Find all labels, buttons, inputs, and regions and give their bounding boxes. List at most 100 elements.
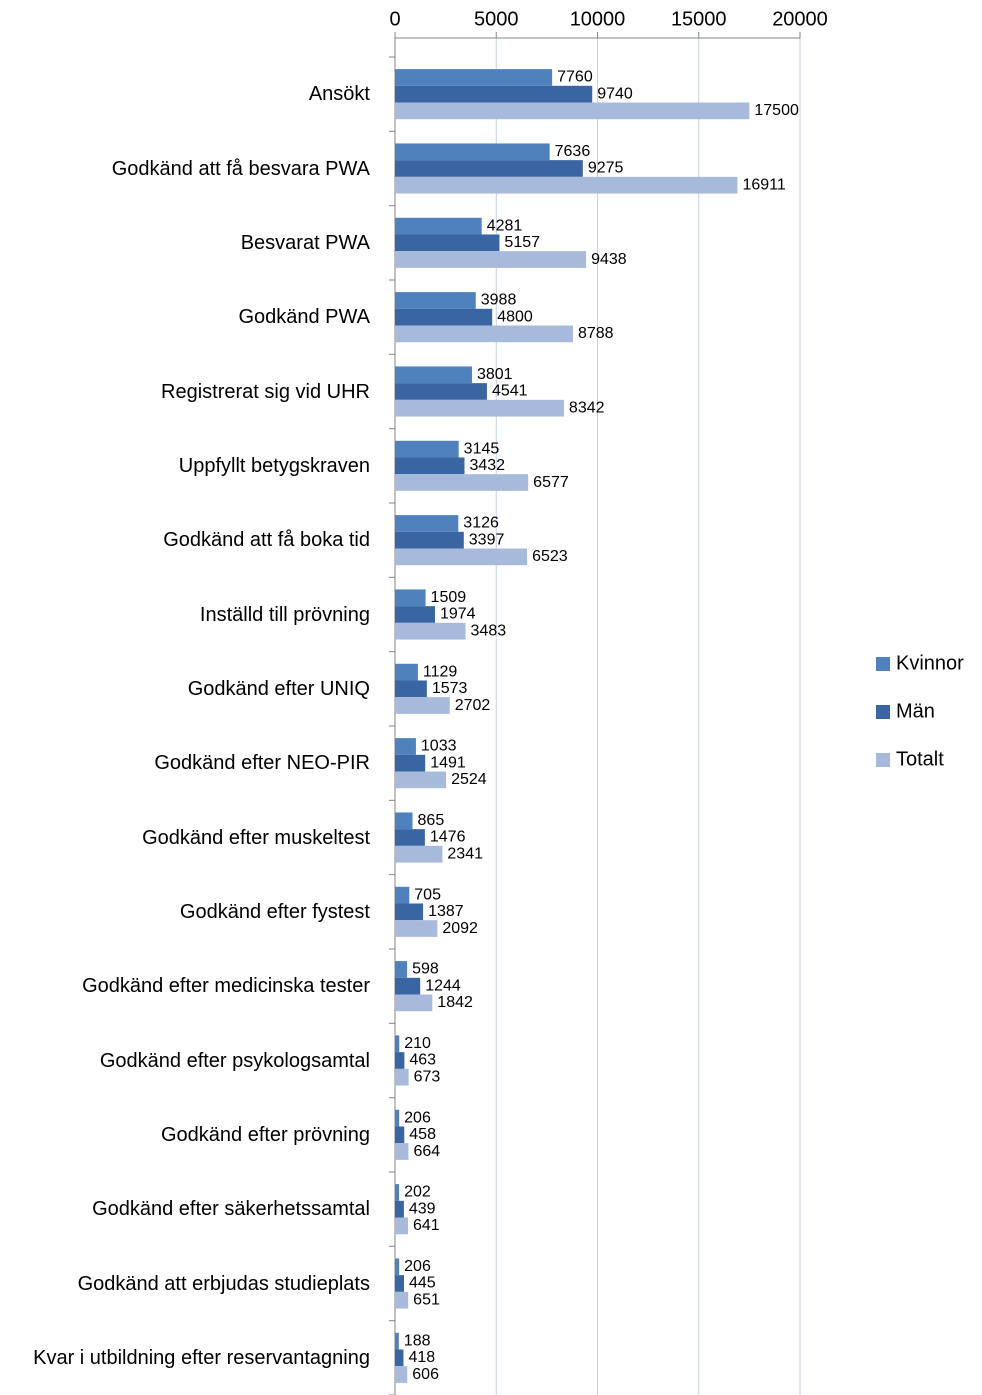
bar <box>395 697 450 714</box>
category-text: Godkänd efter fystest <box>179 900 370 923</box>
value-label: 2092 <box>442 920 478 937</box>
bar <box>395 903 424 921</box>
bar <box>395 1366 408 1383</box>
value-label: 458 <box>409 1126 436 1143</box>
value-label: 206 <box>404 1109 431 1126</box>
bar <box>395 920 438 937</box>
category-label: Registrerat sig vid UHR <box>0 379 370 405</box>
category-text: Godkänd efter psykologsamtal <box>99 1049 370 1072</box>
value-label: 606 <box>412 1366 439 1383</box>
bar <box>395 102 750 120</box>
category-label: Godkänd PWA <box>0 304 370 330</box>
bar <box>395 69 553 86</box>
bar <box>395 1217 408 1235</box>
value-label: 865 <box>418 812 445 829</box>
value-label: 445 <box>409 1275 436 1292</box>
bar <box>395 399 564 417</box>
bar <box>395 961 408 978</box>
bar <box>395 606 435 623</box>
value-label: 418 <box>408 1349 435 1366</box>
value-label: 3397 <box>469 531 505 548</box>
value-label: 9438 <box>591 251 627 268</box>
bar <box>395 771 447 789</box>
value-label: 651 <box>413 1291 440 1308</box>
value-label: 16911 <box>742 176 785 193</box>
value-label: 1509 <box>431 589 467 606</box>
category-label: Besvarat PWA <box>0 230 370 256</box>
bar <box>395 1349 404 1367</box>
category-label: Godkänd att få boka tid <box>0 527 370 553</box>
value-label: 1129 <box>423 663 458 680</box>
bar <box>395 143 550 161</box>
category-text: Godkänd efter NEO-PIR <box>154 752 370 775</box>
value-label: 1491 <box>430 754 466 771</box>
legend-swatch <box>876 753 890 767</box>
value-label: 7760 <box>557 69 593 86</box>
category-text: Godkänd efter medicinska tester <box>82 975 370 998</box>
category-text: Godkänd att få boka tid <box>163 529 370 552</box>
category-label: Godkänd efter muskeltest <box>0 825 370 851</box>
bar <box>395 234 500 252</box>
legend-swatch <box>876 657 890 671</box>
bar <box>395 160 583 177</box>
category-text: Godkänd efter muskeltest <box>142 826 370 849</box>
bar <box>395 886 410 904</box>
category-label: Kvar i utbildning efter reservantagning <box>0 1345 370 1371</box>
bar <box>395 1126 405 1144</box>
category-label: Godkänd efter prövning <box>0 1122 370 1148</box>
bar <box>395 474 529 491</box>
bar <box>395 738 416 755</box>
value-label: 17500 <box>754 102 799 119</box>
value-label: 4541 <box>492 383 528 400</box>
x-tick-label: 10000 <box>570 8 626 30</box>
value-label: 1573 <box>432 680 468 697</box>
category-label: Godkänd efter säkerhetssamtal <box>0 1196 370 1222</box>
x-tick-label: 5000 <box>474 8 519 30</box>
bar <box>395 1332 399 1350</box>
category-label: Godkänd efter psykologsamtal <box>0 1048 370 1074</box>
value-label: 1476 <box>430 829 466 846</box>
value-label: 3801 <box>477 366 513 383</box>
category-label: Godkänd efter NEO-PIR <box>0 750 370 776</box>
category-label: Godkänd efter fystest <box>0 899 370 925</box>
bar <box>395 1068 409 1086</box>
value-label: 3126 <box>463 515 499 532</box>
value-label: 2702 <box>455 697 491 714</box>
value-label: 641 <box>413 1217 440 1234</box>
value-label: 4281 <box>487 217 523 234</box>
value-label: 3432 <box>469 457 505 474</box>
value-label: 3988 <box>481 292 517 309</box>
bar <box>395 812 413 830</box>
value-label: 1387 <box>428 903 464 920</box>
value-label: 1974 <box>440 606 476 623</box>
bar <box>395 680 427 698</box>
value-label: 1244 <box>425 977 461 994</box>
value-label: 664 <box>413 1143 440 1160</box>
category-label: Godkänd efter medicinska tester <box>0 973 370 999</box>
bar <box>395 383 487 400</box>
bar <box>395 251 587 268</box>
value-label: 206 <box>404 1258 431 1275</box>
value-label: 2524 <box>451 771 487 788</box>
value-label: 2341 <box>447 845 483 862</box>
value-label: 210 <box>404 1035 431 1052</box>
category-text: Ansökt <box>308 83 370 106</box>
value-label: 8342 <box>569 399 605 416</box>
x-tick-label: 15000 <box>671 8 727 30</box>
bar <box>395 325 573 343</box>
category-text: Kvar i utbildning efter reservantagning <box>33 1346 370 1369</box>
bar <box>395 1035 400 1053</box>
value-label: 3483 <box>471 622 507 639</box>
bar <box>395 548 528 566</box>
bar <box>395 308 493 326</box>
category-label: Godkänd att erbjudas studieplats <box>0 1271 370 1297</box>
bar <box>395 1258 400 1276</box>
bar <box>395 1200 404 1218</box>
legend-label: Män <box>896 700 935 722</box>
value-label: 705 <box>414 886 441 903</box>
bar <box>395 217 482 235</box>
category-text: Godkänd PWA <box>238 306 370 329</box>
bar <box>395 85 593 103</box>
value-label: 9740 <box>597 85 633 102</box>
